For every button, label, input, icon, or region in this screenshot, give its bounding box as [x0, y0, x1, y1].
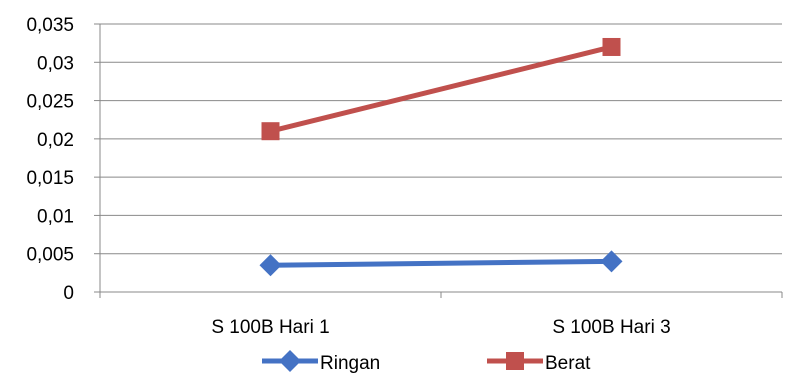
- legend-label-ringan: Ringan: [320, 353, 380, 373]
- series-line-berat: [269, 44, 613, 134]
- y-tick-label: 0,02: [37, 130, 74, 151]
- data-point-berat: [261, 122, 280, 141]
- y-tick-label: 0,03: [37, 53, 74, 74]
- legend-label-berat: Berat: [545, 353, 591, 373]
- x-tick-label: S 100B Hari 3: [552, 317, 670, 338]
- gridlines: [100, 23, 782, 255]
- y-tick-label: 0,01: [37, 206, 74, 227]
- y-tick-label: 0,025: [26, 92, 74, 113]
- axes: [99, 24, 782, 293]
- data-point-ringan: [600, 250, 623, 273]
- y-axis-ticks: 0 0,005 0,01 0,015 0,02 0,025 0,03 0,035: [26, 15, 100, 304]
- y-tick-label: 0: [63, 283, 74, 304]
- legend: Ringan Berat: [262, 350, 591, 373]
- legend-marker-ringan: [279, 350, 301, 372]
- y-tick-label: 0,035: [26, 15, 74, 36]
- legend-marker-berat: [506, 352, 524, 370]
- series-group: [259, 37, 623, 277]
- y-tick-label: 0,015: [26, 168, 74, 189]
- data-point-ringan: [259, 254, 282, 277]
- data-point-berat: [602, 37, 621, 56]
- y-tick-label: 0,005: [26, 245, 74, 266]
- x-tick-label: S 100B Hari 1: [211, 317, 329, 338]
- series-line-ringan: [270, 258, 612, 268]
- x-axis-ticks: S 100B Hari 1 S 100B Hari 3: [99, 292, 783, 338]
